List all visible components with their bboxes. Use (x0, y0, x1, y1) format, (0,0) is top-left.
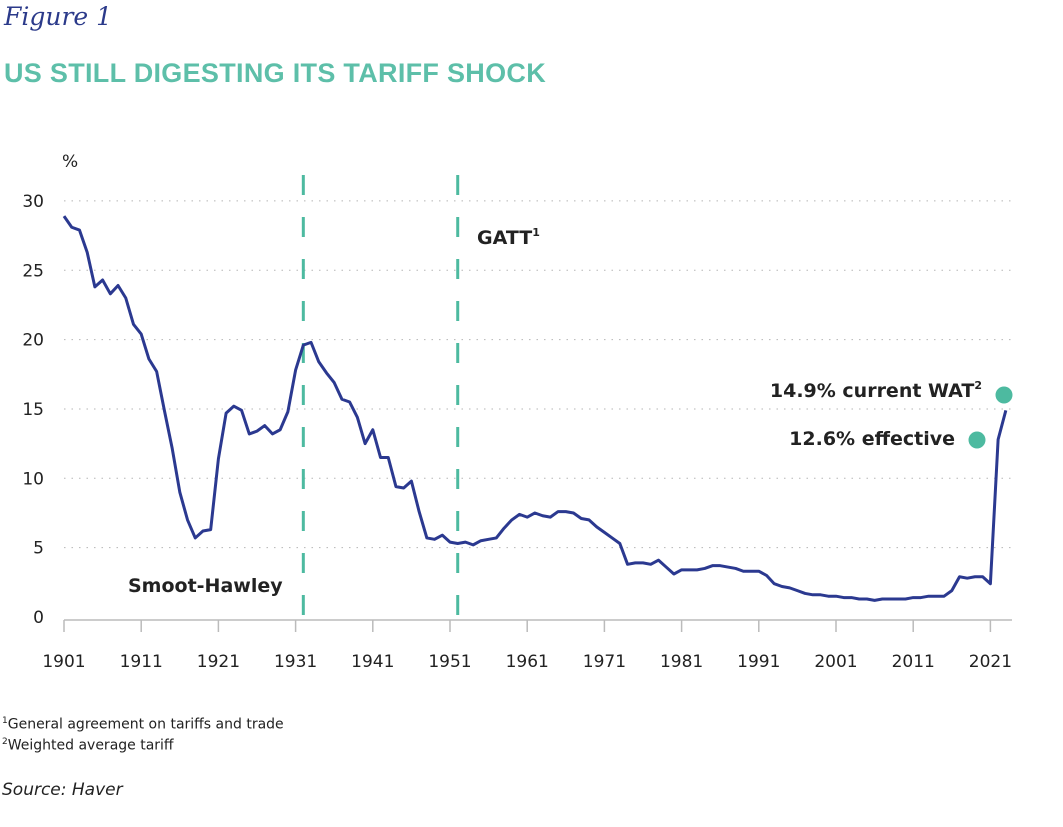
x-tick-label: 1951 (428, 652, 471, 672)
figure-label: Figure 1 (4, 2, 113, 31)
current-wat-label: 14.9% current WAT2 (770, 379, 982, 402)
effective-label: 12.6% effective (789, 428, 955, 450)
current-wat-marker (995, 386, 1013, 404)
x-tick-label: 2011 (892, 652, 935, 672)
y-tick-label: 0 (33, 608, 44, 628)
x-tick-label: 1931 (274, 652, 317, 672)
gatt-label: GATT1 (477, 226, 540, 249)
x-tick-label: 2021 (969, 652, 1012, 672)
tariff-line (62, 215, 1008, 602)
x-tick-label: 1911 (120, 652, 163, 672)
y-tick-label: 20 (22, 331, 44, 351)
y-tick-label: 10 (22, 469, 44, 489)
effective-marker (968, 431, 986, 449)
y-axis-unit: % (62, 152, 78, 172)
x-tick-label: 1941 (351, 652, 394, 672)
x-tick-label: 1921 (197, 652, 240, 672)
smoot-hawley-label: Smoot-Hawley (128, 575, 283, 597)
y-tick-label: 15 (22, 400, 44, 420)
source-note: Source: Haver (2, 780, 123, 800)
y-tick-label: 30 (22, 192, 44, 212)
chart-title: US STILL DIGESTING ITS TARIFF SHOCK (4, 58, 547, 88)
x-tick-label: 1971 (583, 652, 626, 672)
x-tick-label: 1991 (737, 652, 780, 672)
x-tick-label: 1901 (42, 652, 85, 672)
x-tick-label: 2001 (814, 652, 857, 672)
x-tick-label: 1961 (506, 652, 549, 672)
y-tick-label: 5 (33, 539, 44, 559)
x-tick-label: 1981 (660, 652, 703, 672)
footnote-2: 2Weighted average tariff (2, 737, 174, 754)
footnote-1: 1General agreement on tariffs and trade (2, 716, 284, 733)
y-tick-label: 25 (22, 261, 44, 281)
